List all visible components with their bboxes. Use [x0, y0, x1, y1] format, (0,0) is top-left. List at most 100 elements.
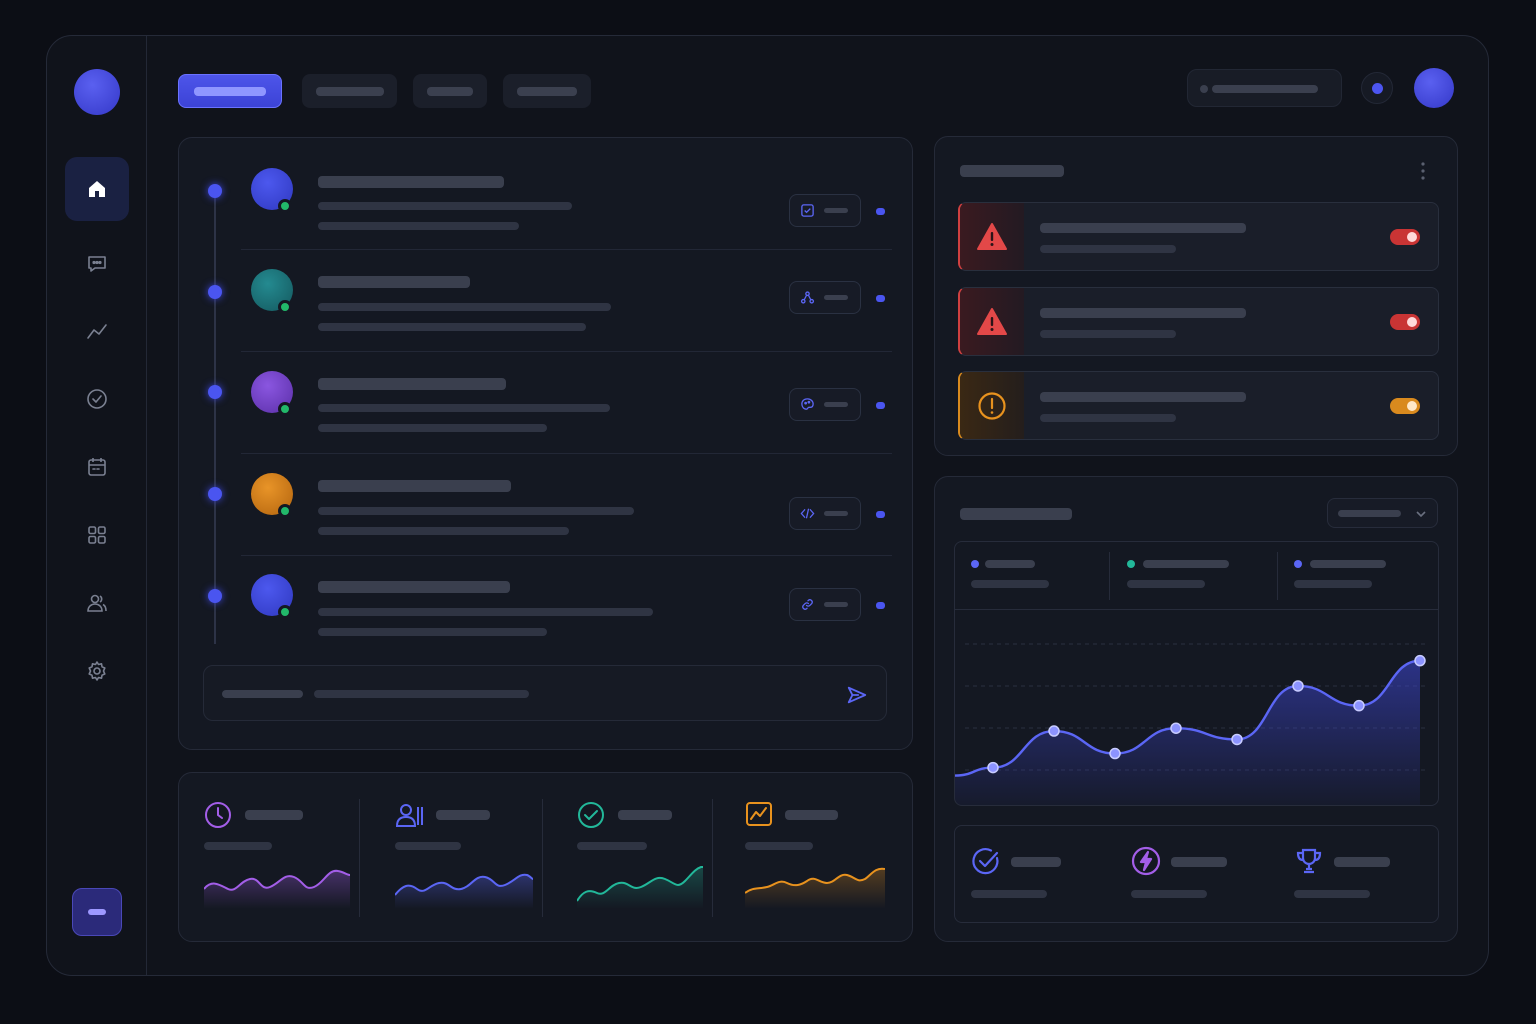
alert-item[interactable] — [958, 371, 1439, 440]
stat-card[interactable] — [395, 795, 543, 920]
send-icon[interactable] — [846, 684, 868, 706]
online-status-badge — [278, 300, 292, 314]
sidebar-item-chat[interactable] — [65, 232, 129, 296]
item-action-chip[interactable] — [789, 497, 861, 530]
stat-card[interactable] — [204, 795, 360, 920]
check-circle-icon — [87, 389, 107, 409]
alert-item[interactable] — [958, 202, 1439, 271]
kpi-card[interactable] — [1294, 826, 1424, 924]
online-status-badge — [278, 199, 292, 213]
chart-data-point[interactable] — [1231, 733, 1243, 746]
feed-item[interactable] — [179, 352, 914, 454]
checkbox-icon — [801, 204, 814, 217]
kpi-card[interactable] — [971, 826, 1101, 924]
timeline-dot — [208, 285, 222, 299]
chart-data-point[interactable] — [1353, 699, 1365, 712]
feed-item[interactable] — [179, 250, 914, 352]
share-network-icon — [800, 291, 815, 304]
timeline-dot — [208, 487, 222, 501]
unread-indicator — [876, 511, 885, 518]
sidebar-item-calendar[interactable] — [65, 435, 129, 499]
feed-item[interactable] — [179, 454, 914, 556]
tab-1[interactable] — [178, 74, 282, 108]
area-chart-svg — [955, 643, 1428, 805]
item-action-chip[interactable] — [789, 194, 861, 227]
unread-indicator — [876, 602, 885, 609]
chart-box-icon — [746, 802, 772, 826]
app-window — [46, 35, 1489, 976]
alert-toggle[interactable] — [1390, 229, 1420, 245]
stat-card[interactable] — [745, 795, 885, 920]
kpi-row — [954, 825, 1439, 923]
lightning-icon — [1131, 846, 1161, 876]
more-options-icon[interactable] — [1419, 161, 1427, 181]
sparkline-chart — [577, 866, 703, 909]
collapse-sidebar-button[interactable] — [72, 888, 122, 936]
range-select[interactable] — [1327, 498, 1438, 528]
legend-dot — [971, 560, 979, 568]
sidebar-item-apps[interactable] — [65, 503, 129, 567]
online-status-badge — [278, 402, 292, 416]
users-icon — [87, 594, 107, 612]
alert-toggle[interactable] — [1390, 314, 1420, 330]
panel-title — [960, 508, 1072, 520]
chart-data-point[interactable] — [1048, 725, 1060, 737]
kpi-card[interactable] — [1131, 826, 1261, 924]
exclamation-circle-icon — [978, 391, 1006, 420]
unread-indicator — [876, 402, 885, 409]
legend-dot — [1127, 560, 1135, 568]
message-input[interactable] — [203, 665, 887, 721]
notification-button[interactable] — [1361, 72, 1393, 104]
legend-dot — [1294, 560, 1302, 568]
unread-indicator — [876, 208, 885, 215]
chart-data-point[interactable] — [1292, 680, 1304, 692]
chart-data-point[interactable] — [1414, 654, 1426, 667]
alert-item[interactable] — [958, 287, 1439, 356]
tab-4[interactable] — [503, 74, 591, 108]
feed-item[interactable] — [179, 148, 914, 250]
item-action-chip[interactable] — [789, 588, 861, 621]
gear-icon — [88, 661, 106, 681]
chart-legend — [954, 541, 1439, 609]
analytics-icon — [87, 324, 107, 339]
chart-area-fill — [955, 660, 1420, 805]
chart-data-point[interactable] — [1109, 747, 1121, 760]
item-action-chip[interactable] — [789, 281, 861, 314]
timeline-dot — [208, 385, 222, 399]
link-icon — [802, 599, 813, 610]
warning-triangle-icon — [977, 222, 1007, 250]
stat-card[interactable] — [577, 795, 713, 920]
chat-icon — [88, 256, 106, 272]
home-icon — [89, 181, 105, 197]
alert-toggle[interactable] — [1390, 398, 1420, 414]
minus-icon — [88, 909, 106, 915]
logo[interactable] — [74, 69, 120, 115]
check-circle-icon — [578, 802, 604, 828]
feed-item[interactable] — [179, 556, 914, 658]
sidebar-item-home[interactable] — [65, 157, 129, 221]
palette-icon — [801, 398, 814, 410]
stats-panel — [178, 772, 913, 942]
calendar-icon — [88, 458, 106, 476]
sidebar-item-analytics[interactable] — [65, 300, 129, 364]
search-input[interactable] — [1187, 69, 1342, 107]
user-list-icon — [395, 804, 423, 827]
tab-2[interactable] — [302, 74, 397, 108]
user-avatar[interactable] — [1414, 68, 1454, 108]
chart-data-point[interactable] — [1170, 722, 1182, 734]
sidebar-item-settings[interactable] — [65, 639, 129, 703]
sidebar-item-users[interactable] — [65, 571, 129, 635]
alerts-panel — [934, 136, 1458, 456]
item-action-chip[interactable] — [789, 388, 861, 421]
trophy-icon — [1296, 848, 1322, 874]
unread-indicator — [876, 295, 885, 302]
area-chart — [954, 609, 1439, 806]
chart-data-point[interactable] — [987, 761, 999, 774]
sidebar-item-tasks[interactable] — [65, 367, 129, 431]
tab-3[interactable] — [413, 74, 487, 108]
clock-icon — [205, 802, 231, 828]
activity-feed-panel — [178, 137, 913, 750]
sidebar — [47, 36, 147, 975]
grid-icon — [88, 526, 106, 544]
analytics-chart-panel — [934, 476, 1458, 942]
